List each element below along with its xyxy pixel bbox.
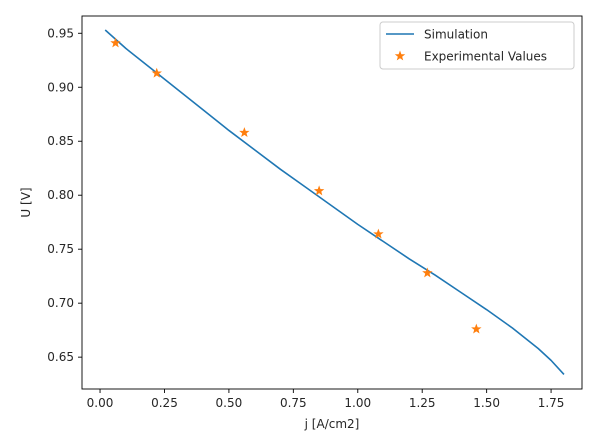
data-point-experimental xyxy=(471,323,482,334)
x-axis-label: j [A/cm2] xyxy=(304,417,360,431)
y-tick-label: 0.80 xyxy=(47,188,74,202)
series-line-simulation xyxy=(104,29,565,375)
data-point-experimental xyxy=(110,37,121,48)
legend-label-experimental: Experimental Values xyxy=(424,50,547,64)
x-tick-label: 0.00 xyxy=(87,396,114,410)
data-point-experimental xyxy=(313,185,325,196)
y-tick-label: 0.65 xyxy=(47,350,74,364)
axes-frame xyxy=(81,15,583,390)
x-tick-label: 1.25 xyxy=(409,396,436,410)
legend: Simulation Experimental Values xyxy=(379,21,575,70)
legend-box xyxy=(379,21,575,70)
plot-area xyxy=(104,29,565,375)
x-tick-label: 0.75 xyxy=(280,396,307,410)
data-point-experimental xyxy=(239,127,250,138)
y-tick-label: 0.75 xyxy=(47,242,74,256)
x-tick-label: 0.25 xyxy=(151,396,178,410)
y-tick-label: 0.70 xyxy=(47,296,74,310)
legend-experimental-swatch xyxy=(394,50,406,61)
y-axis-label: U [V] xyxy=(19,187,33,217)
y-tick-label: 0.95 xyxy=(47,26,74,40)
x-tick-label: 1.50 xyxy=(473,396,500,410)
data-point-experimental xyxy=(373,228,384,239)
x-tick-label: 1.00 xyxy=(344,396,371,410)
data-point-experimental xyxy=(151,67,162,78)
y-tick-label: 0.90 xyxy=(47,80,74,94)
data-point-experimental xyxy=(422,267,433,278)
x-tick-label: 1.75 xyxy=(538,396,565,410)
x-tick-label: 0.50 xyxy=(216,396,243,410)
legend-star-marker xyxy=(394,50,406,61)
y-tick-label: 0.85 xyxy=(47,134,74,148)
axes: 0.00 0.25 0.50 0.75 1.00 1.25 1.50 1.75 0.65 0.70… xyxy=(47,15,583,410)
legend-label-simulation: Simulation xyxy=(424,28,488,42)
